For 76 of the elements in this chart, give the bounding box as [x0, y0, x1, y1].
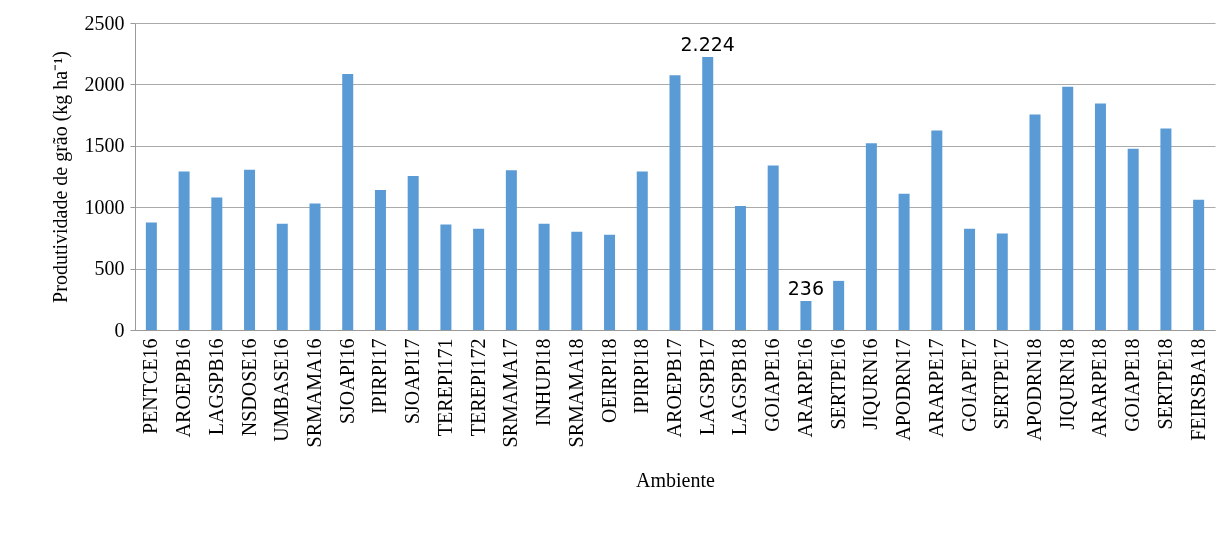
x-tick-label: SERTPE17: [990, 338, 1013, 430]
x-tick-label: SERTPE16: [826, 338, 849, 430]
y-axis-title: Produtividade de grão (kg ha⁻¹): [48, 51, 72, 303]
x-tick-label: IPIRPI18: [630, 338, 653, 415]
x-tick-label: SRMAMA17: [499, 338, 522, 448]
bar: [1029, 114, 1041, 330]
x-tick-label: TEREPI171: [433, 338, 456, 437]
bar: [473, 228, 485, 330]
x-tick-label: ARARPE18: [1088, 338, 1111, 438]
bar: [1193, 199, 1205, 330]
bar: [898, 193, 910, 330]
bar: [800, 301, 812, 330]
x-tick-label: ARARPE17: [924, 338, 947, 438]
bar: [178, 171, 190, 330]
x-tick-label: SRMAMA18: [564, 338, 587, 448]
x-tick-label: SERTPE18: [1153, 338, 1176, 430]
bar: [145, 222, 157, 330]
x-tick-label: APODRN17: [892, 338, 915, 441]
x-tick-label: AROEPB17: [663, 338, 685, 438]
bar: [505, 170, 517, 330]
x-tick-label: GOIAPE18: [1121, 338, 1144, 432]
x-tick-label: LAGSPB17: [695, 338, 718, 436]
x-tick-label: APODRN18: [1023, 338, 1045, 441]
x-tick-label: UMBASE16: [270, 338, 293, 442]
bar: [931, 130, 943, 330]
x-tick-label: OEIRPI18: [597, 338, 620, 423]
y-tick-label: 2500: [84, 11, 125, 34]
bar: [1094, 103, 1106, 330]
x-tick-label: SRMAMA16: [303, 338, 325, 448]
x-tick-label: SJOAPI17: [401, 338, 424, 425]
bar: [538, 223, 550, 330]
data-label: 236: [787, 277, 825, 300]
bar: [211, 197, 223, 330]
x-tick-label: ARARPE16: [793, 338, 816, 438]
bar: [374, 190, 386, 330]
y-tick-label: 1000: [84, 195, 125, 218]
bar: [407, 175, 419, 330]
bar: [342, 73, 354, 330]
bar: [1160, 128, 1172, 330]
bar: [865, 143, 877, 330]
x-tick-label: PENTCE16: [139, 338, 162, 435]
y-tick-label: 500: [94, 257, 125, 280]
bar: [440, 224, 452, 330]
bar: [571, 231, 583, 330]
x-tick-label: IPIRPI17: [368, 338, 391, 415]
bar: [276, 223, 288, 330]
bar: [604, 234, 616, 330]
bar: [1062, 86, 1074, 330]
x-tick-label: FEIRSBA18: [1186, 338, 1209, 441]
x-tick-label: JIQURN18: [1055, 338, 1078, 430]
x-tick-label: GOIAPE17: [957, 338, 980, 432]
bar: [767, 165, 779, 330]
y-tick-label: 2000: [84, 72, 125, 95]
bar: [734, 205, 746, 330]
x-tick-label: LAGSPB16: [204, 338, 227, 436]
bar: [309, 203, 321, 330]
bar: [636, 171, 648, 330]
data-label: 2.224: [680, 32, 735, 55]
x-tick-label: SJOAPI16: [335, 338, 358, 425]
x-tick-label: NSDOSE16: [237, 338, 260, 437]
bar: [669, 75, 681, 330]
bar: [1127, 148, 1139, 330]
bar: [244, 169, 256, 330]
y-tick-label: 1500: [84, 134, 125, 157]
x-tick-label: GOIAPE16: [761, 338, 784, 432]
x-tick-label: AROEPB16: [172, 338, 195, 438]
bar: [833, 280, 845, 330]
x-tick-label: LAGSPB18: [728, 338, 751, 436]
x-axis-title: Ambiente: [636, 469, 716, 492]
bar: [996, 233, 1008, 330]
bar: [964, 228, 976, 330]
x-tick-label: JIQURN16: [859, 338, 882, 430]
y-tick-label: 0: [114, 318, 125, 341]
bar: [702, 56, 714, 330]
x-tick-label: TEREPI172: [466, 338, 489, 437]
x-tick-label: INHUPI18: [532, 338, 555, 427]
